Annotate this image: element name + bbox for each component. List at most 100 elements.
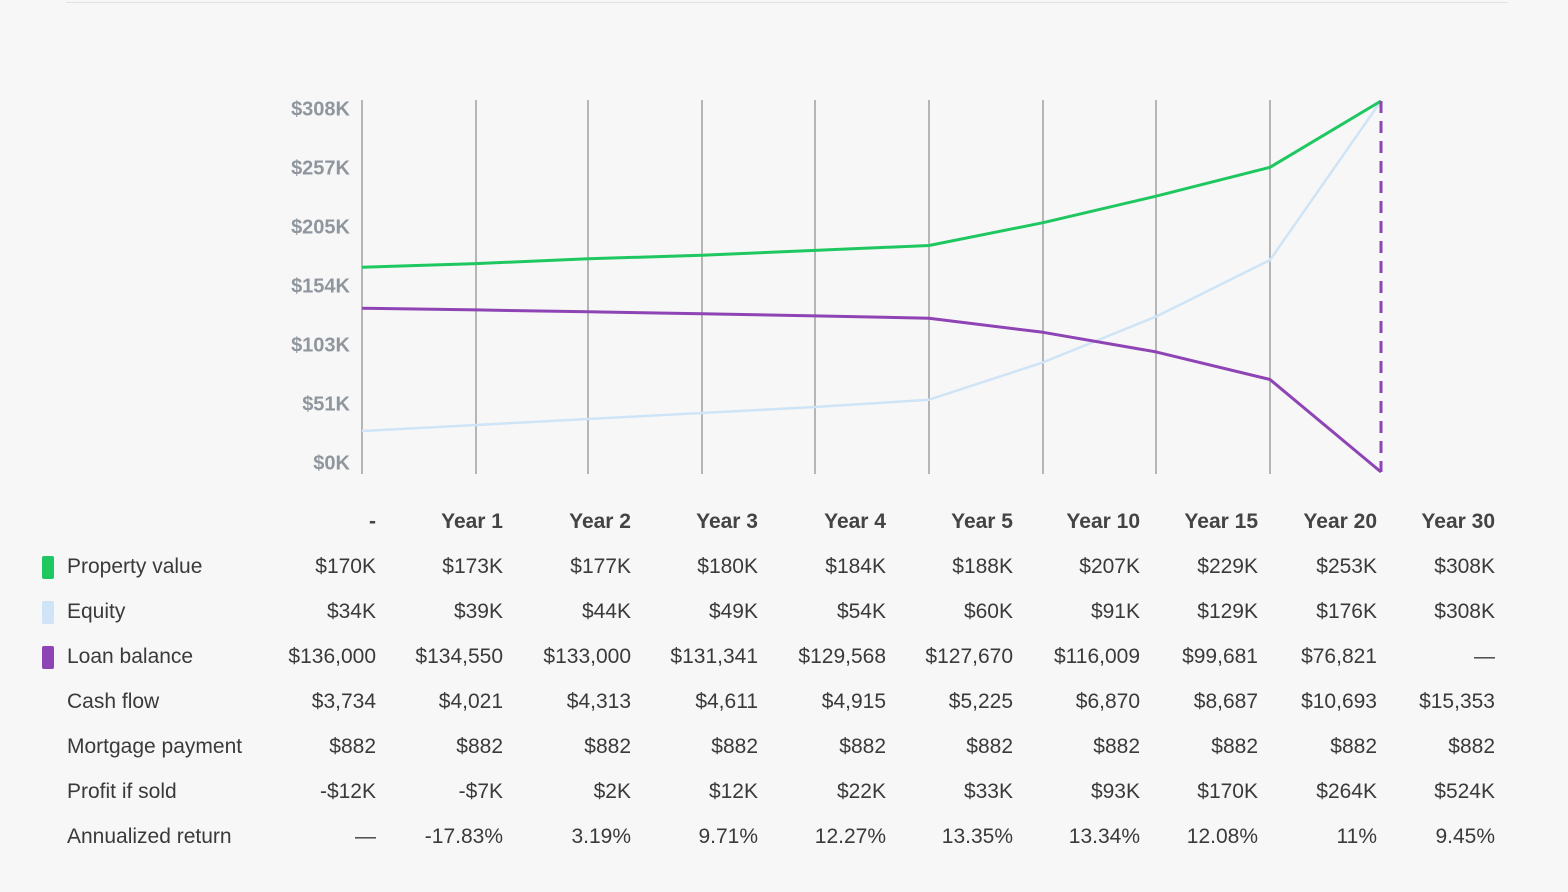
table-cell: $39K: [453, 600, 503, 623]
table-cell: —: [1474, 645, 1495, 668]
column-header: Year 10: [1066, 510, 1140, 533]
y-tick-label: $154K: [291, 275, 350, 297]
table-cell: $6,870: [1075, 690, 1140, 713]
table-cell: $173K: [442, 555, 503, 578]
table-cell: $91K: [1090, 600, 1140, 623]
y-axis: $0K $51K $103K $154K $205K $257K $308K: [291, 98, 350, 474]
table-cell: $10,693: [1301, 690, 1377, 713]
table-cell: $4,313: [566, 690, 631, 713]
column-header: Year 20: [1303, 510, 1377, 533]
table-cell: 3.19%: [571, 825, 631, 848]
table-cell: $8,687: [1193, 690, 1258, 713]
table-cell: $524K: [1434, 780, 1495, 803]
column-header: -: [369, 510, 376, 533]
series-lines: [361, 99, 1383, 474]
table-cell: $207K: [1079, 555, 1140, 578]
table-cell: $131,341: [670, 645, 758, 668]
column-header: Year 1: [441, 510, 503, 533]
table-cell: -17.83%: [424, 825, 503, 848]
table-cell: $184K: [825, 555, 886, 578]
table-cell: $170K: [1197, 780, 1258, 803]
row-label: Annualized return: [67, 825, 232, 848]
table-cell: $170K: [315, 555, 376, 578]
table-cell: $253K: [1316, 555, 1377, 578]
table-cell: 11%: [1336, 825, 1377, 848]
table-cell: $3,734: [311, 690, 376, 713]
table-cell: $882: [711, 735, 758, 758]
table-cell: $882: [1211, 735, 1258, 758]
y-tick-label: $308K: [291, 98, 350, 120]
vertical-gridlines: [361, 100, 1271, 474]
column-header: Year 5: [951, 510, 1013, 533]
table-cell: $54K: [836, 600, 886, 623]
table-cell: $308K: [1434, 600, 1495, 623]
y-tick-label: $205K: [291, 216, 350, 238]
table-cell: $229K: [1197, 555, 1258, 578]
series-line-property-value: [361, 99, 1382, 269]
table-cell: $4,915: [821, 690, 886, 713]
table-cell: $49K: [708, 600, 758, 623]
table-cell: $99,681: [1182, 645, 1258, 668]
table-cell: $127,670: [925, 645, 1013, 668]
row-label: Loan balance: [67, 645, 194, 668]
table-cell: $882: [329, 735, 376, 758]
table-cell: —: [355, 825, 376, 848]
projection-line-chart: $0K $51K $103K $154K $205K $257K $308K: [291, 98, 1383, 474]
table-cell: $60K: [963, 600, 1013, 623]
table-cell: $136,000: [288, 645, 376, 668]
table-cell: 9.45%: [1435, 825, 1495, 848]
column-header: Year 15: [1184, 510, 1258, 533]
table-cell: -$7K: [458, 780, 503, 803]
table-cell: 13.34%: [1068, 825, 1140, 848]
column-header: Year 3: [696, 510, 758, 533]
column-header: Year 4: [824, 510, 886, 533]
legend-swatch: [42, 556, 54, 579]
table-cell: $15,353: [1419, 690, 1495, 713]
table-cell: $129,568: [798, 645, 886, 668]
table-cell: 9.71%: [698, 825, 758, 848]
table-cell: $177K: [570, 555, 631, 578]
table-cell: $176K: [1316, 600, 1377, 623]
series-line-equity: [361, 100, 1383, 433]
y-tick-label: $51K: [302, 393, 350, 415]
top-divider: [66, 2, 1508, 3]
row-label: Equity: [67, 600, 126, 623]
table-cell: $882: [839, 735, 886, 758]
table-cell: $76,821: [1301, 645, 1377, 668]
row-label: Profit if sold: [67, 780, 177, 803]
table-cell: $129K: [1197, 600, 1258, 623]
table-cell: $264K: [1316, 780, 1377, 803]
table-cell: $882: [966, 735, 1013, 758]
table-cell: $882: [1448, 735, 1495, 758]
table-cell: 12.27%: [814, 825, 886, 848]
table-cell: $134,550: [415, 645, 503, 668]
y-tick-label: $103K: [291, 334, 350, 356]
legend-swatch: [42, 601, 54, 624]
column-header: Year 30: [1421, 510, 1495, 533]
y-tick-label: $257K: [291, 157, 350, 179]
legend-swatch: [42, 646, 54, 669]
table-cell: $2K: [593, 780, 631, 803]
table-cell: $44K: [581, 600, 631, 623]
table-cell: $4,021: [438, 690, 503, 713]
table-cell: 13.35%: [941, 825, 1013, 848]
table-cell: $133,000: [543, 645, 631, 668]
y-tick-label: $0K: [313, 452, 350, 474]
series-line-loan-balance: [361, 306, 1382, 474]
table-cell: $22K: [836, 780, 886, 803]
table-cell: $882: [584, 735, 631, 758]
table-cell: $188K: [952, 555, 1013, 578]
table-cell: $33K: [963, 780, 1013, 803]
table-cell: 12.08%: [1186, 825, 1258, 848]
table-cell: $12K: [708, 780, 758, 803]
table-cell: $882: [1330, 735, 1377, 758]
table-cell: $882: [1093, 735, 1140, 758]
table-cell: $4,611: [695, 690, 758, 713]
table-cell: $882: [456, 735, 503, 758]
table-cell: $308K: [1434, 555, 1495, 578]
table-cell: $116,009: [1053, 645, 1140, 668]
column-header: Year 2: [569, 510, 631, 533]
table-cell: $93K: [1090, 780, 1140, 803]
row-label: Cash flow: [67, 690, 160, 713]
table-cell: -$12K: [319, 780, 376, 803]
